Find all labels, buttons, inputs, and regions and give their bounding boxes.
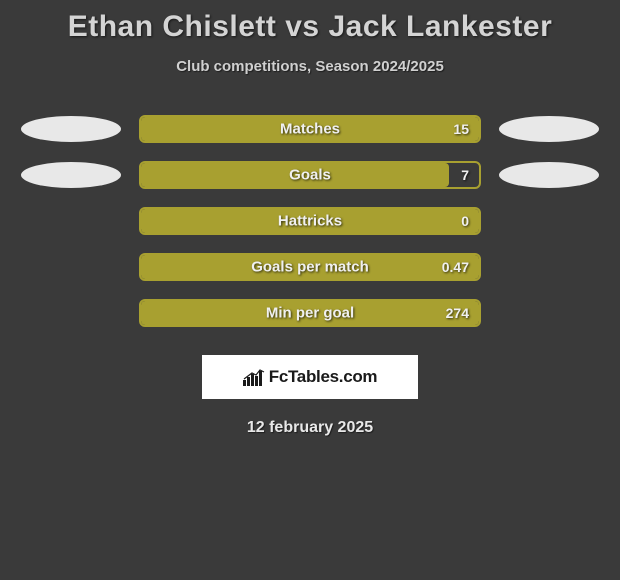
stat-value: 15 [453, 121, 469, 137]
logo-box: FcTables.com [202, 355, 418, 399]
stat-label: Min per goal [266, 305, 354, 322]
bar-chart-icon [243, 368, 265, 386]
stat-bar: Hattricks 0 [139, 207, 481, 235]
stats-list: Matches 15 Goals 7 Hattricks 0 Goals per match… [0, 115, 620, 327]
comparison-card: Ethan Chislett vs Jack Lankester Club co… [0, 0, 620, 437]
logo-text: FcTables.com [269, 367, 378, 387]
stat-bar: Goals per match 0.47 [139, 253, 481, 281]
vs-separator: vs [285, 10, 319, 43]
stat-row: Min per goal 274 [0, 299, 620, 327]
stat-value: 7 [461, 167, 469, 183]
stat-value: 0 [461, 213, 469, 229]
player1-name: Ethan Chislett [68, 10, 277, 43]
stat-bar: Goals 7 [139, 161, 481, 189]
stat-label: Goals [289, 167, 331, 184]
subtitle: Club competitions, Season 2024/2025 [0, 58, 620, 75]
stat-value: 274 [446, 305, 469, 321]
player2-marker [499, 116, 599, 142]
player1-marker [21, 116, 121, 142]
stat-row: Matches 15 [0, 115, 620, 143]
stat-row: Hattricks 0 [0, 207, 620, 235]
player2-name: Jack Lankester [328, 10, 552, 43]
stat-label: Goals per match [251, 259, 369, 276]
page-title: Ethan Chislett vs Jack Lankester [0, 10, 620, 44]
stat-label: Hattricks [278, 213, 342, 230]
stat-bar: Min per goal 274 [139, 299, 481, 327]
player1-marker [21, 162, 121, 188]
stat-row: Goals per match 0.47 [0, 253, 620, 281]
stat-value: 0.47 [442, 259, 469, 275]
stat-bar: Matches 15 [139, 115, 481, 143]
player2-marker [499, 162, 599, 188]
date-label: 12 february 2025 [0, 419, 620, 437]
stat-label: Matches [280, 121, 340, 138]
stat-row: Goals 7 [0, 161, 620, 189]
